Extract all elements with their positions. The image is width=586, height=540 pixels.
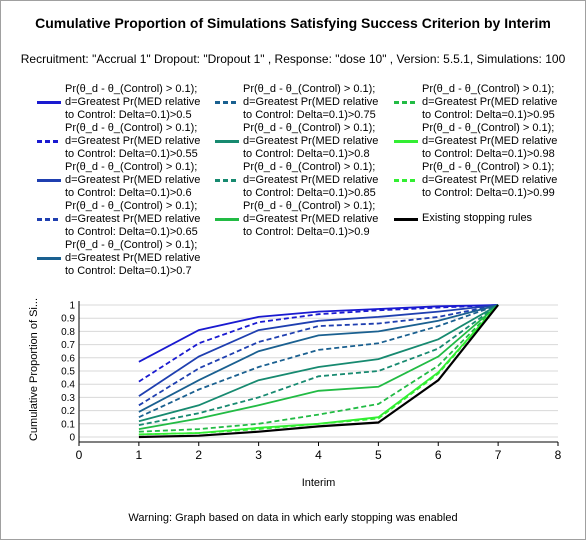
- x-tick-label: 2: [195, 448, 202, 462]
- legend-item: Pr(θ_d - θ_(Control) > 0.1); d=Greatest …: [215, 83, 395, 122]
- legend-label: Pr(θ_d - θ_(Control) > 0.1); d=Greatest …: [243, 200, 379, 238]
- y-tick-label: 0.1: [61, 419, 75, 430]
- y-tick-label: 0.7: [61, 340, 75, 351]
- legend-swatch: [215, 218, 239, 221]
- x-tick-label: 3: [255, 448, 262, 462]
- legend-item: Pr(θ_d - θ_(Control) > 0.1); d=Greatest …: [215, 161, 395, 200]
- legend-swatch: [37, 257, 61, 260]
- series-line-13: [138, 304, 499, 439]
- legend-item: Pr(θ_d - θ_(Control) > 0.1); d=Greatest …: [37, 83, 217, 122]
- chart-title: Cumulative Proportion of Simulations Sat…: [35, 15, 551, 31]
- x-tick-label: 4: [315, 448, 322, 462]
- series-line-10: [138, 304, 499, 433]
- legend-label: Pr(θ_d - θ_(Control) > 0.1); d=Greatest …: [65, 200, 201, 238]
- legend-item: Pr(θ_d - θ_(Control) > 0.1); d=Greatest …: [37, 239, 217, 278]
- legend-swatch: [394, 218, 418, 221]
- y-tick-label: 0.6: [61, 353, 75, 364]
- series-line-9: [138, 304, 499, 430]
- legend-swatch: [37, 101, 61, 104]
- y-tick-label: 0.5: [61, 367, 75, 378]
- legend-label: Existing stopping rules: [422, 212, 533, 224]
- x-tick-label: 1: [136, 448, 143, 462]
- legend-item: Pr(θ_d - θ_(Control) > 0.1); d=Greatest …: [37, 200, 217, 239]
- series-line-5: [138, 304, 499, 413]
- legend-item: Existing stopping rules: [394, 200, 574, 239]
- legend-item: Pr(θ_d - θ_(Control) > 0.1); d=Greatest …: [215, 122, 395, 161]
- legend-swatch: [394, 140, 418, 143]
- legend-swatch: [215, 101, 239, 104]
- legend-label: Pr(θ_d - θ_(Control) > 0.1); d=Greatest …: [65, 239, 201, 277]
- legend-label: Pr(θ_d - θ_(Control) > 0.1); d=Greatest …: [243, 83, 379, 121]
- legend-swatch: [37, 140, 61, 143]
- y-tick-label: 0.3: [61, 393, 75, 404]
- legend-swatch: [394, 179, 418, 182]
- series-line-8: [138, 304, 499, 426]
- legend-label: Pr(θ_d - θ_(Control) > 0.1); d=Greatest …: [422, 122, 558, 160]
- legend-label: Pr(θ_d - θ_(Control) > 0.1); d=Greatest …: [422, 161, 558, 199]
- legend-item: Pr(θ_d - θ_(Control) > 0.1); d=Greatest …: [37, 161, 217, 200]
- legend-item: Pr(θ_d - θ_(Control) > 0.1); d=Greatest …: [215, 200, 395, 239]
- chart-subtitle: Recruitment: "Accrual 1" Dropout: "Dropo…: [20, 52, 566, 66]
- chart-legend: Pr(θ_d - θ_(Control) > 0.1); d=Greatest …: [1, 83, 585, 283]
- legend-label: Pr(θ_d - θ_(Control) > 0.1); d=Greatest …: [65, 161, 201, 199]
- series-line-1: [138, 304, 499, 363]
- legend-label: Pr(θ_d - θ_(Control) > 0.1); d=Greatest …: [243, 161, 379, 199]
- legend-swatch: [37, 179, 61, 182]
- x-axis-label: Interim: [302, 477, 336, 489]
- legend-item: Pr(θ_d - θ_(Control) > 0.1); d=Greatest …: [394, 83, 574, 122]
- legend-swatch: [215, 140, 239, 143]
- x-tick-label: 6: [435, 448, 442, 462]
- legend-label: Pr(θ_d - θ_(Control) > 0.1); d=Greatest …: [422, 83, 558, 121]
- y-tick-label: 0.8: [61, 327, 75, 338]
- series-line-2: [138, 304, 499, 383]
- x-tick-label: 7: [495, 448, 502, 462]
- series-line-7: [138, 304, 499, 423]
- y-tick-label: 0.9: [61, 314, 75, 325]
- warning-note: Warning: Graph based on data in which ea…: [128, 512, 458, 524]
- legend-swatch: [215, 179, 239, 182]
- legend-label: Pr(θ_d - θ_(Control) > 0.1); d=Greatest …: [65, 83, 201, 121]
- legend-swatch: [394, 101, 418, 104]
- legend-item: Pr(θ_d - θ_(Control) > 0.1); d=Greatest …: [37, 122, 217, 161]
- y-tick-label: 0: [69, 433, 75, 444]
- series-line-6: [138, 304, 499, 419]
- legend-label: Pr(θ_d - θ_(Control) > 0.1); d=Greatest …: [243, 122, 379, 160]
- x-tick-label: 8: [555, 448, 562, 462]
- y-tick-label: 0.2: [61, 406, 75, 417]
- legend-item: Pr(θ_d - θ_(Control) > 0.1); d=Greatest …: [394, 122, 574, 161]
- x-tick-label: 0: [76, 448, 83, 462]
- x-tick-label: 5: [375, 448, 382, 462]
- legend-label: Pr(θ_d - θ_(Control) > 0.1); d=Greatest …: [65, 122, 201, 160]
- series-line-12: [138, 304, 499, 436]
- legend-item: Pr(θ_d - θ_(Control) > 0.1); d=Greatest …: [394, 161, 574, 200]
- series-line-3: [138, 304, 499, 397]
- y-tick-label: 1: [69, 301, 75, 312]
- y-axis-label: Cumulative Proportion of Si...: [28, 298, 40, 441]
- y-tick-label: 0.4: [61, 380, 75, 391]
- legend-swatch: [37, 218, 61, 221]
